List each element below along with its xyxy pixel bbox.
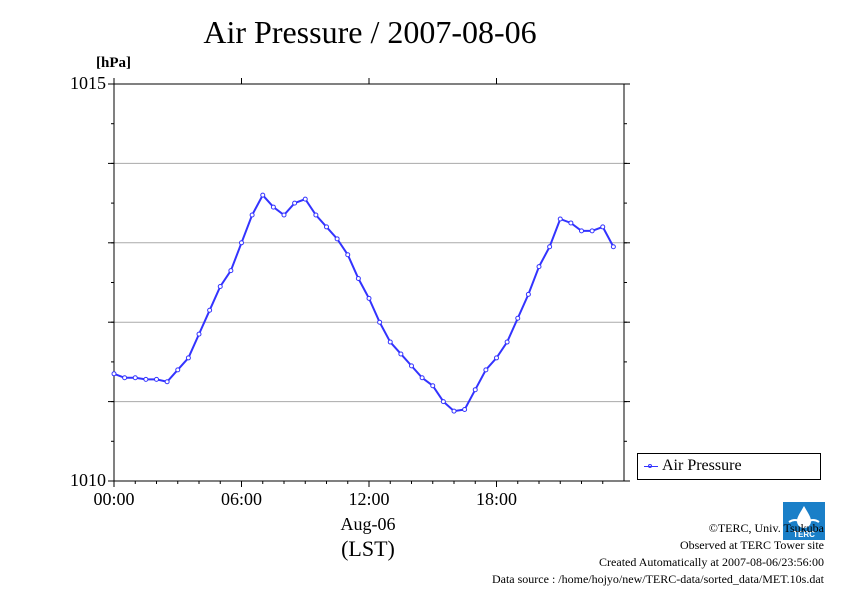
data-point <box>568 220 574 226</box>
chart-title: Air Pressure / 2007-08-06 <box>203 14 537 50</box>
x-tick-label: 18:00 <box>475 489 517 509</box>
data-point <box>345 252 351 258</box>
x-axis-timezone-label: (LST) <box>341 536 395 561</box>
data-point <box>154 376 159 382</box>
data-point <box>355 276 361 282</box>
credit-source: Data source : /home/hojyo/new/TERC-data/… <box>491 572 824 586</box>
series-line <box>113 193 615 413</box>
data-point <box>302 196 308 202</box>
data-point <box>260 192 266 198</box>
data-point <box>366 295 372 301</box>
logo-text: TERC <box>793 530 815 539</box>
data-point <box>334 236 340 242</box>
plot-frame <box>113 83 625 482</box>
y-axis-unit-label: [hPa] <box>96 55 131 71</box>
data-point <box>249 212 255 218</box>
y-tick-label: 1015 <box>70 73 106 93</box>
data-point <box>217 283 223 289</box>
data-point <box>398 351 404 357</box>
data-point <box>589 228 595 234</box>
data-point <box>419 375 425 381</box>
data-point <box>122 375 128 381</box>
data-point <box>504 339 510 345</box>
data-point <box>132 375 138 381</box>
data-point <box>324 224 329 230</box>
data-point <box>579 228 584 234</box>
data-point <box>557 216 563 222</box>
data-point <box>451 408 457 414</box>
legend: Air Pressure <box>637 453 821 480</box>
grid-lines <box>114 162 624 403</box>
data-point <box>600 224 606 230</box>
data-point <box>547 244 553 250</box>
data-point <box>270 204 276 210</box>
data-point <box>610 244 616 250</box>
data-point <box>228 268 234 274</box>
data-point <box>313 212 319 218</box>
y-tick-label: 1010 <box>70 470 106 490</box>
data-point <box>292 200 298 206</box>
legend-marker-swatch <box>648 464 652 468</box>
data-point <box>377 319 383 325</box>
data-point <box>111 371 117 377</box>
data-point <box>409 363 414 369</box>
legend-label: Air Pressure <box>662 457 742 474</box>
data-point <box>525 291 531 297</box>
data-point <box>462 407 468 413</box>
data-point <box>196 331 202 337</box>
data-point <box>515 315 521 321</box>
data-point <box>207 307 213 313</box>
credit-observed: Observed at TERC Tower site <box>679 538 824 552</box>
credit-created: Created Automatically at 2007-08-06/23:5… <box>599 555 824 569</box>
data-point <box>536 264 542 270</box>
data-point <box>387 339 393 345</box>
terc-logo-icon: TERC <box>783 502 825 540</box>
series-air-pressure <box>111 192 616 414</box>
credit-copyright: ©TERC, Univ. Tsukuba <box>708 521 824 535</box>
x-tick-label: 00:00 <box>93 489 135 509</box>
x-tick-label: 12:00 <box>348 489 390 509</box>
axis-ticks <box>108 78 630 487</box>
x-axis-date-label: Aug-06 <box>340 514 396 534</box>
data-point <box>164 379 170 385</box>
data-point <box>175 367 181 373</box>
data-point <box>483 367 489 373</box>
data-point <box>440 399 446 405</box>
data-point <box>472 387 478 393</box>
data-point <box>239 240 244 246</box>
x-tick-label: 06:00 <box>220 489 262 509</box>
data-point <box>143 376 149 382</box>
data-point <box>281 212 287 218</box>
data-point <box>185 355 191 361</box>
data-point <box>430 383 436 389</box>
data-point <box>494 355 499 361</box>
